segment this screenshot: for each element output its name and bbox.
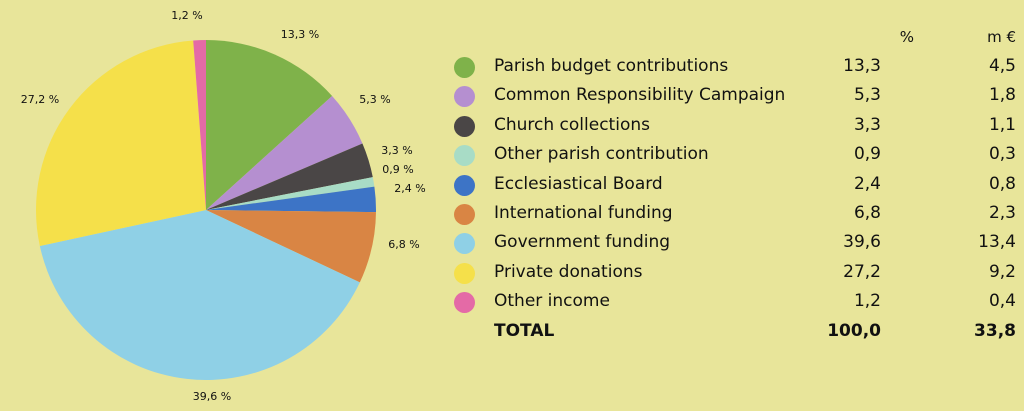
legend-name: Church collections — [494, 114, 650, 135]
legend-row: Other income 1,2 0,4 — [440, 288, 1024, 317]
total-label: TOTAL — [494, 320, 555, 341]
legend-row: Church collections 3,3 1,1 — [440, 112, 1024, 141]
legend-row: Private donations 27,2 9,2 — [440, 259, 1024, 288]
percent-column-header: % — [899, 28, 914, 46]
meur-column-header: m € — [987, 28, 1016, 46]
legend-name: Ecclesiastical Board — [494, 173, 663, 194]
pie-slice — [206, 40, 333, 210]
legend-meur: 2,3 — [988, 203, 1016, 223]
legend-percent: 27,2 — [843, 261, 881, 282]
legend-percent: 39,6 — [843, 232, 881, 253]
pie-slice-label: 39,6 % — [193, 390, 231, 403]
legend-meur: 0,4 — [988, 291, 1016, 312]
legend-color-dot — [454, 57, 475, 78]
legend-color-dot — [454, 262, 475, 284]
pie-slice-label: 0,9 % — [382, 163, 413, 176]
pie-slice — [39, 210, 360, 381]
legend-percent: 13,3 — [843, 56, 881, 76]
legend-name: Private donations — [494, 261, 643, 282]
pie-slices — [35, 39, 377, 381]
legend-color-dot — [454, 204, 475, 225]
legend-percent: 6,8 — [853, 203, 881, 223]
legend-color-dot — [454, 174, 475, 196]
legend-meur: 0,3 — [988, 144, 1016, 165]
pie-chart: 13,3 % 5,3 % 3,3 % 0,9 % 2,4 % 6,8 % 39,6 % 27,… — [21, 9, 426, 403]
legend-meur: 4,5 — [988, 56, 1016, 76]
legend-row: Other parish contribution 0,9 0,3 — [440, 141, 1024, 170]
total-row: TOTAL 100,0 33,8 — [440, 318, 1024, 347]
legend-name: Parish budget contributions — [494, 56, 729, 76]
legend-name: Other income — [494, 291, 610, 312]
pie-slice-label: 6,8 % — [388, 238, 419, 251]
legend-color-dot — [454, 115, 475, 137]
pie-slice-label: 3,3 % — [381, 144, 412, 157]
pie-slice-label: 27,2 % — [21, 93, 59, 106]
legend-color-dot — [454, 145, 475, 167]
legend-meur: 9,2 — [988, 261, 1016, 282]
legend-color-dot — [454, 86, 475, 108]
pie-slice — [206, 143, 373, 210]
legend-name: Government funding — [494, 232, 671, 253]
legend-percent: 5,3 — [853, 85, 881, 106]
pie-slice-label: 2,4 % — [394, 182, 425, 195]
pie-slice — [35, 40, 207, 247]
legend-row: International funding 6,8 2,3 — [440, 200, 1024, 229]
total-percent: 100,0 — [827, 320, 881, 341]
legend-percent: 0,9 — [853, 144, 881, 165]
pie-slice — [206, 186, 377, 213]
pie-slice — [206, 210, 376, 283]
pie-slice-label: 5,3 % — [359, 93, 390, 106]
pie-slice — [193, 39, 206, 210]
legend-name: Other parish contribution — [494, 144, 709, 165]
legend-percent: 3,3 — [853, 114, 881, 135]
legend-table: % m € Parish budget contributions 13,3 4,5… — [440, 22, 1024, 352]
legend-color-dot — [454, 292, 475, 314]
legend-name: International funding — [494, 203, 673, 223]
pie-slice-label: 13,3 % — [281, 28, 319, 41]
legend-percent: 2,4 — [853, 173, 881, 194]
pie-slice-label: 1,2 % — [171, 9, 202, 22]
legend-row: Parish budget contributions 13,3 4,5 — [440, 53, 1024, 82]
pie-slice-labels: 13,3 % 5,3 % 3,3 % 0,9 % 2,4 % 6,8 % 39,6 % 27,… — [21, 9, 426, 403]
legend-meur: 13,4 — [978, 232, 1016, 253]
legend-meur: 0,8 — [988, 173, 1016, 194]
legend-percent: 1,2 — [853, 291, 881, 312]
legend-meur: 1,1 — [988, 114, 1016, 135]
pie-slice — [206, 95, 363, 210]
total-meur: 33,8 — [974, 320, 1016, 341]
legend-color-dot — [454, 233, 475, 255]
pie-slice — [206, 177, 375, 210]
legend-row: Ecclesiastical Board 2,4 0,8 — [440, 171, 1024, 200]
legend-meur: 1,8 — [988, 85, 1016, 106]
legend-row: Common Responsibility Campaign 5,3 1,8 — [440, 82, 1024, 111]
legend-name: Common Responsibility Campaign — [494, 85, 786, 106]
legend-row: Government funding 39,6 13,4 — [440, 229, 1024, 258]
